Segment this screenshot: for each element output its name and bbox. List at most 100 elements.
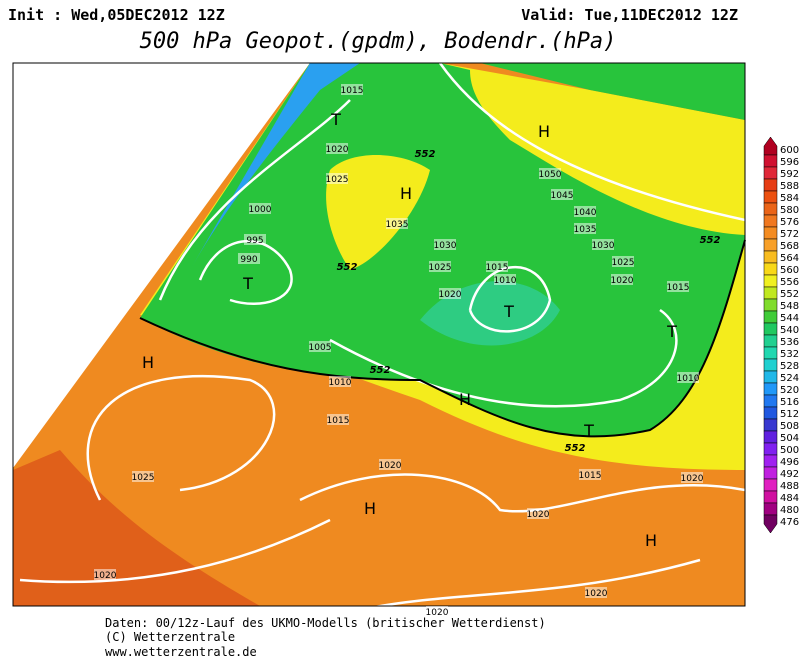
init-time: Init : Wed,05DEC2012 12Z <box>8 6 225 24</box>
isobar <box>198 239 293 305</box>
isobar-label: 1000 <box>249 205 272 215</box>
isobar-label: 1020 <box>379 461 402 471</box>
isobar-label: 1030 <box>592 241 615 251</box>
pressure-center: T <box>583 421 594 440</box>
colorbar-cell <box>763 136 778 156</box>
isobar-label: 1040 <box>574 208 597 218</box>
colorbar-cell <box>763 430 778 444</box>
colorbar-cell <box>763 442 778 456</box>
colorbar-label: 556 <box>780 277 799 288</box>
colorbar-cell <box>763 394 778 408</box>
isobar-label-bg <box>429 261 451 272</box>
isobar-label-bg <box>341 84 363 95</box>
isobar-label-bg <box>309 341 331 352</box>
isobar-label-bg <box>612 256 634 267</box>
isobar-label-bg <box>94 569 116 580</box>
isobar-label: 1025 <box>132 473 155 483</box>
contour-label: 552 <box>565 443 586 454</box>
colorbar-cell <box>763 502 778 516</box>
isobar <box>329 308 678 408</box>
colorbar-cell <box>763 454 778 468</box>
isobar-label: 1010 <box>329 378 352 388</box>
isobar-label: 990 <box>240 255 257 265</box>
colorbar-label: 584 <box>780 193 799 204</box>
colorbar-cell <box>763 490 778 504</box>
isobar-label: 1015 <box>327 416 350 426</box>
colorbar-cell <box>763 286 778 300</box>
pressure-center: T <box>666 322 677 341</box>
colorbar-label: 544 <box>780 313 799 324</box>
isobar-label: 1035 <box>574 225 597 235</box>
colorbar-cell <box>763 166 778 180</box>
isobar-label: 995 <box>246 236 263 246</box>
colorbar-cell <box>763 238 778 252</box>
pressure-center: T <box>242 274 253 293</box>
isobar-label: 1020 <box>527 510 550 520</box>
colorbar-label: 580 <box>780 205 799 216</box>
isobar-label-bg <box>386 218 408 229</box>
map-frame <box>12 62 746 607</box>
colorbar-label: 512 <box>780 409 799 420</box>
colorbar-cell <box>763 250 778 264</box>
colorbar-cell <box>763 214 778 228</box>
colorbar-label: 520 <box>780 385 799 396</box>
colorbar-label: 528 <box>780 361 799 372</box>
colorbar-cell <box>763 406 778 420</box>
colorbar-cell <box>763 346 778 360</box>
isobar-label-bg <box>574 223 596 234</box>
isobar-label: 1015 <box>579 471 602 481</box>
isobar-label: 1050 <box>539 170 562 180</box>
colorbar-label: 488 <box>780 481 799 492</box>
isobar-label: 1035 <box>386 220 409 230</box>
contour-label: 552 <box>337 262 358 273</box>
pressure-center: H <box>142 353 154 372</box>
isobar-label-bg <box>585 587 607 598</box>
footer-url: www.wetterzentrale.de <box>105 645 257 659</box>
colorbar-label: 592 <box>780 169 799 180</box>
colorbar-label: 516 <box>780 397 799 408</box>
isobar-label-bg <box>611 274 633 285</box>
isobar-label: 1030 <box>434 241 457 251</box>
colorbar-cell <box>763 190 778 204</box>
map-fields <box>12 62 746 612</box>
colorbar-label: 560 <box>780 265 799 276</box>
colorbar-cell <box>763 478 778 492</box>
colorbar-label: 600 <box>780 145 799 156</box>
pressure-center: H <box>364 499 376 518</box>
colorbar-label: 568 <box>780 241 799 252</box>
isobar-label-bg <box>551 189 573 200</box>
colorbar-label: 496 <box>780 457 799 468</box>
isobar-label: 1045 <box>551 191 574 201</box>
contour-552 <box>139 239 746 438</box>
isobar-label: 1020 <box>439 290 462 300</box>
isobar-label: 1020 <box>611 276 634 286</box>
isobar <box>438 62 746 222</box>
colorbar-label: 564 <box>780 253 799 264</box>
colorbar-label: 492 <box>780 469 799 480</box>
pressure-center: T <box>503 302 514 321</box>
valid-time: Valid: Tue,11DEC2012 12Z <box>521 6 738 24</box>
colorbar-label: 504 <box>780 433 799 444</box>
isobar-label: 1020 <box>94 571 117 581</box>
isobar-label: 1025 <box>326 175 349 185</box>
colorbar-label: 552 <box>780 289 799 300</box>
contour-label: 552 <box>370 365 391 376</box>
colorbar-label: 588 <box>780 181 799 192</box>
isobar-label: 1015 <box>341 86 364 96</box>
isobar-label-bg <box>592 239 614 250</box>
colorbar-label: 536 <box>780 337 799 348</box>
colorbar-cell <box>763 274 778 288</box>
colorbar-cell <box>763 418 778 432</box>
isobar-label-bg <box>426 606 448 617</box>
colorbar-label: 596 <box>780 157 799 168</box>
footer-copyright: (C) Wetterzentrale <box>105 630 235 644</box>
colorbar-cell <box>763 334 778 348</box>
footer-source: Daten: 00/12z-Lauf des UKMO-Modells (bri… <box>105 616 546 630</box>
isobar-label-bg <box>579 469 601 480</box>
isobar-label-bg <box>326 143 348 154</box>
isobar-label-bg <box>244 234 266 245</box>
colorbar-cell <box>763 202 778 216</box>
isobar-label-bg <box>379 459 401 470</box>
outside-domain <box>13 63 310 468</box>
isobar <box>468 265 552 333</box>
